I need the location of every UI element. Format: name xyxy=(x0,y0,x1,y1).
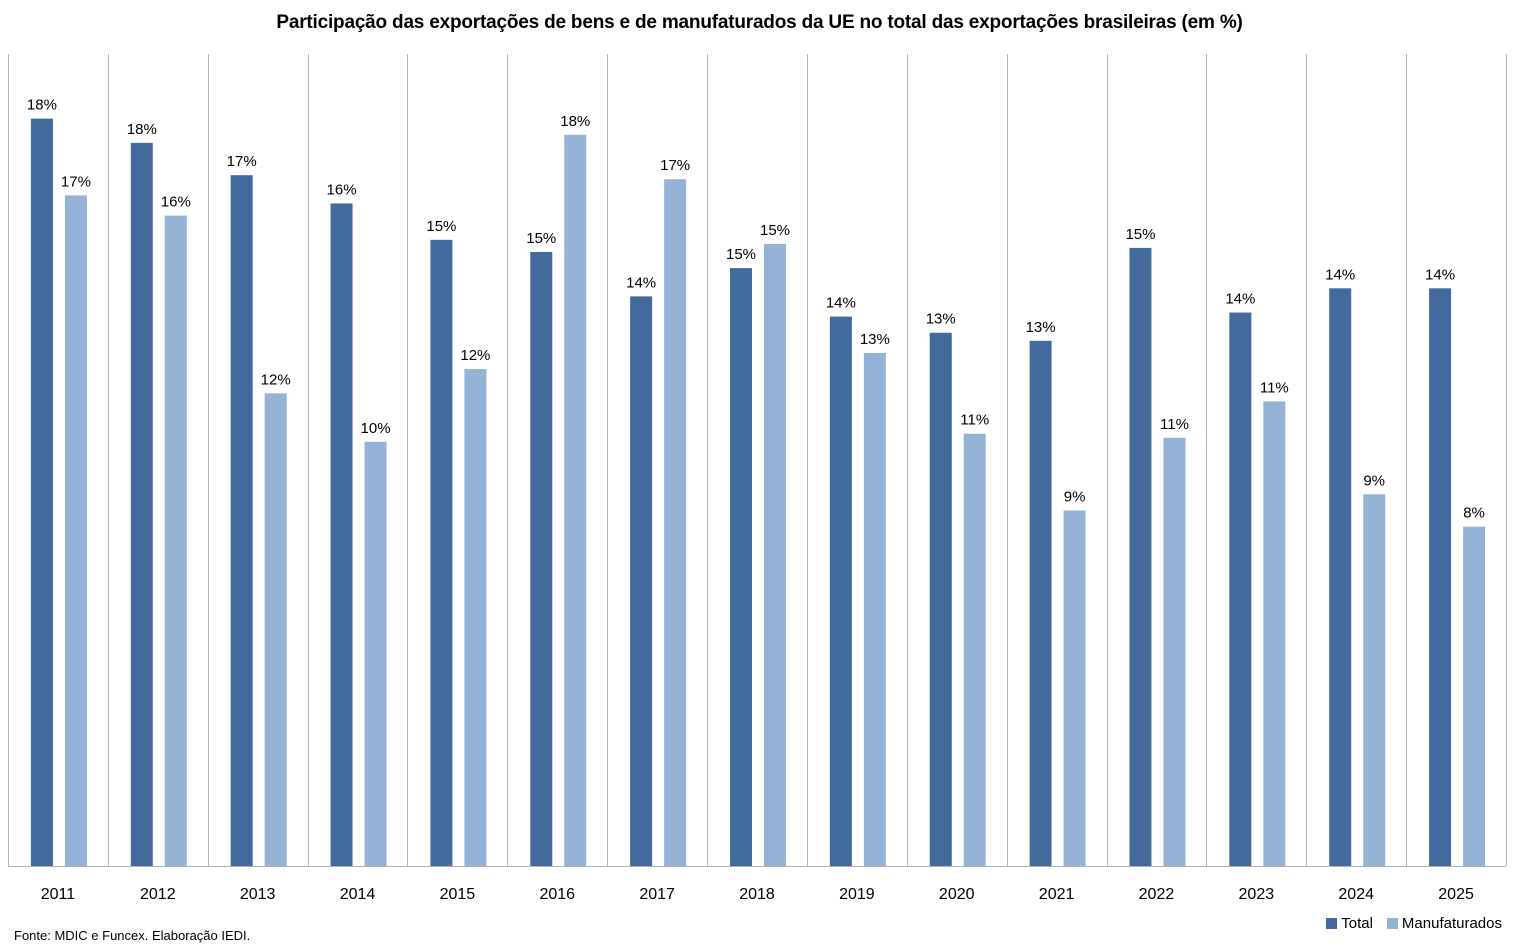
data-label-manufaturados-2020: 11% xyxy=(960,412,989,429)
x-tick-label-2018: 2018 xyxy=(739,886,775,903)
data-label-total-2015: 15% xyxy=(426,218,456,235)
legend-item-total[interactable]: Total xyxy=(1326,915,1373,932)
data-label-manufaturados-2022: 11% xyxy=(1160,416,1189,433)
data-label-manufaturados-2014: 10% xyxy=(361,420,391,437)
bar-total-2019 xyxy=(829,316,852,867)
data-label-total-2017: 14% xyxy=(626,274,656,291)
bar-total-2013 xyxy=(230,175,253,866)
source-note: Fonte: MDIC e Funcex. Elaboração IEDI. xyxy=(14,928,251,943)
data-label-manufaturados-2023: 11% xyxy=(1260,379,1289,396)
x-tick-label-2014: 2014 xyxy=(340,886,376,903)
x-tick-label-2020: 2020 xyxy=(939,886,975,903)
data-labels: 18% 17% 18% 16% 17% 12% 16% 10% 15% 12% 15% 18% 14% 1… xyxy=(27,97,1485,522)
bar-manufaturados-2018 xyxy=(764,243,786,866)
x-axis-ticks: 2011 2012 2013 2014 2015 2016 2017 2018 2019 2020… xyxy=(41,886,1474,903)
bar-total-2020 xyxy=(929,332,952,866)
bar-manufaturados-2015 xyxy=(464,369,487,866)
bar-manufaturados-2019 xyxy=(863,352,886,866)
bar-total-2025 xyxy=(1429,288,1452,866)
bar-total-2018 xyxy=(730,268,752,866)
bars xyxy=(30,118,1486,867)
legend-item-manufaturados[interactable]: Manufaturados xyxy=(1386,915,1502,932)
x-tick-label-2013: 2013 xyxy=(240,886,276,903)
bar-manufaturados-2025 xyxy=(1463,526,1486,866)
bar-manufaturados-2016 xyxy=(564,134,587,866)
data-label-total-2022: 15% xyxy=(1125,226,1155,243)
bar-manufaturados-2012 xyxy=(164,215,187,866)
bar-manufaturados-2017 xyxy=(664,179,687,866)
x-tick-label-2021: 2021 xyxy=(1039,886,1075,903)
data-label-manufaturados-2024: 9% xyxy=(1363,472,1385,489)
data-label-total-2024: 14% xyxy=(1325,266,1355,283)
data-label-manufaturados-2025: 8% xyxy=(1463,505,1485,522)
bar-total-2017 xyxy=(630,296,653,866)
grid-lines xyxy=(8,54,1507,867)
data-label-total-2012: 18% xyxy=(127,121,157,138)
legend-swatch-manufaturados xyxy=(1386,918,1398,929)
bar-manufaturados-2024 xyxy=(1363,494,1386,866)
data-label-total-2019: 14% xyxy=(826,295,856,312)
bar-total-2011 xyxy=(30,118,53,866)
data-label-manufaturados-2016: 18% xyxy=(560,113,590,130)
data-label-manufaturados-2018: 15% xyxy=(760,222,790,239)
x-tick-label-2015: 2015 xyxy=(440,886,476,903)
data-label-manufaturados-2012: 16% xyxy=(161,194,191,211)
data-label-total-2021: 13% xyxy=(1026,319,1056,336)
data-label-manufaturados-2011: 17% xyxy=(61,173,91,190)
bar-manufaturados-2013 xyxy=(264,393,287,866)
chart-title: Participação das exportações de bens e d… xyxy=(276,12,1243,33)
bar-total-2024 xyxy=(1329,288,1352,866)
bar-total-2012 xyxy=(130,142,153,867)
data-label-manufaturados-2021: 9% xyxy=(1064,488,1086,505)
bar-total-2014 xyxy=(330,203,353,866)
data-label-total-2023: 14% xyxy=(1225,291,1255,308)
bar-manufaturados-2020 xyxy=(963,433,986,866)
bar-total-2022 xyxy=(1129,247,1152,866)
data-label-manufaturados-2019: 13% xyxy=(860,331,890,348)
data-label-total-2016: 15% xyxy=(526,230,556,247)
x-tick-label-2011: 2011 xyxy=(41,886,76,903)
bar-manufaturados-2023 xyxy=(1263,401,1286,866)
legend: Total Manufaturados xyxy=(1312,915,1502,932)
bar-total-2023 xyxy=(1229,312,1252,867)
data-label-manufaturados-2017: 17% xyxy=(660,157,690,174)
x-tick-label-2016: 2016 xyxy=(539,886,575,903)
x-tick-label-2023: 2023 xyxy=(1239,886,1275,903)
x-tick-label-2022: 2022 xyxy=(1139,886,1175,903)
x-tick-label-2017: 2017 xyxy=(639,886,675,903)
legend-swatch-total xyxy=(1326,918,1338,929)
data-label-manufaturados-2013: 12% xyxy=(261,371,291,388)
bar-total-2021 xyxy=(1029,340,1052,866)
data-label-total-2011: 18% xyxy=(27,97,57,114)
data-label-total-2025: 14% xyxy=(1425,266,1455,283)
x-tick-label-2025: 2025 xyxy=(1438,886,1474,903)
data-label-total-2018: 15% xyxy=(726,246,756,263)
data-label-total-2013: 17% xyxy=(227,153,257,170)
bar-manufaturados-2022 xyxy=(1163,437,1186,866)
bar-total-2016 xyxy=(530,251,553,866)
data-label-manufaturados-2015: 12% xyxy=(460,347,490,364)
legend-label-manufaturados: Manufaturados xyxy=(1401,915,1502,932)
data-label-total-2014: 16% xyxy=(327,181,357,198)
x-tick-label-2019: 2019 xyxy=(839,886,875,903)
legend-label-total: Total xyxy=(1341,915,1373,932)
x-tick-label-2024: 2024 xyxy=(1338,886,1374,903)
data-label-total-2020: 13% xyxy=(926,311,956,328)
bar-total-2015 xyxy=(430,239,453,867)
bar-manufaturados-2011 xyxy=(64,195,87,866)
bar-manufaturados-2014 xyxy=(364,441,387,866)
x-tick-label-2012: 2012 xyxy=(140,886,176,903)
bar-manufaturados-2021 xyxy=(1063,510,1086,866)
